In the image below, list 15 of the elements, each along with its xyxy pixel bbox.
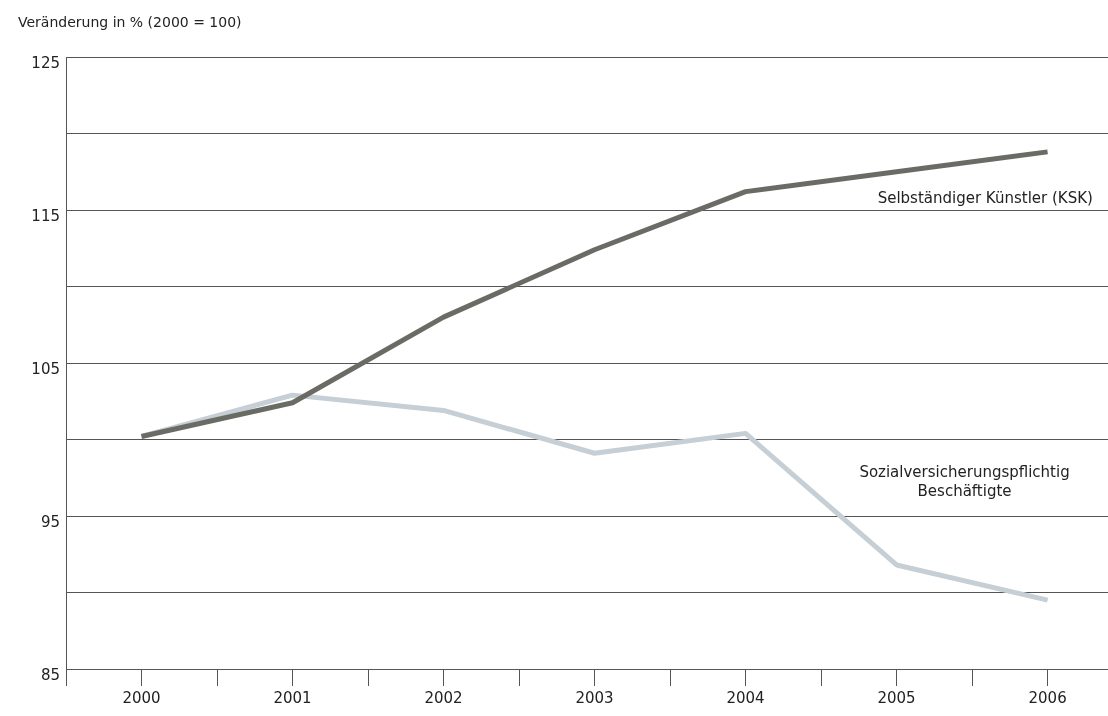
y-tick-label: 95 xyxy=(40,513,60,532)
x-tick-label: 2000 xyxy=(122,688,161,707)
y-tick-label: 115 xyxy=(31,207,60,226)
x-tick-label: 2006 xyxy=(1028,688,1067,707)
x-tick-label: 2001 xyxy=(273,688,312,707)
x-tick-label: 2003 xyxy=(575,688,614,707)
x-tick-label: 2005 xyxy=(877,688,916,707)
y-axis-title: Veränderung in % (2000 = 100) xyxy=(18,14,242,30)
series-label: Sozialversicherungspflichtig Beschäftigte xyxy=(859,462,1070,500)
y-tick-label: 105 xyxy=(31,360,60,379)
x-tick-label: 2002 xyxy=(424,688,463,707)
series-label: Selbständiger Künstler (KSK) xyxy=(877,189,1093,208)
x-tick-label: 2004 xyxy=(726,688,765,707)
y-tick-label: 85 xyxy=(40,666,60,685)
y-tick-label: 125 xyxy=(31,54,60,73)
